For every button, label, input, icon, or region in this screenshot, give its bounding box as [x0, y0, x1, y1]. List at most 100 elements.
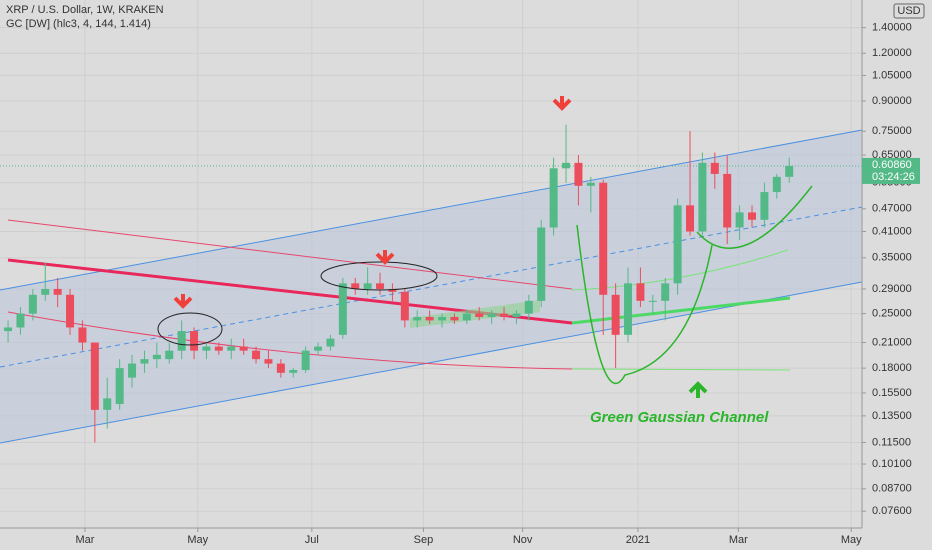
- green-curve: [576, 224, 713, 385]
- x-tick-label: Jul: [305, 534, 319, 546]
- candle-body: [78, 327, 87, 343]
- candle-body: [599, 182, 608, 295]
- highlight-ellipse: [320, 261, 438, 291]
- price-axis: [862, 0, 932, 550]
- candle-body: [301, 350, 310, 370]
- candle-body: [735, 212, 744, 228]
- candle-body: [351, 283, 360, 289]
- y-tick-label: 0.41000: [872, 225, 912, 237]
- candle-body: [363, 283, 372, 289]
- candle-body: [314, 346, 323, 351]
- candle-body: [264, 359, 273, 364]
- y-tick-label: 0.18000: [872, 362, 912, 374]
- candle-body: [648, 300, 657, 302]
- candle-body: [562, 162, 571, 169]
- y-tick-label: 0.65000: [872, 149, 912, 161]
- y-tick-label: 0.11500: [872, 436, 911, 448]
- y-tick-label: 0.25000: [872, 308, 912, 320]
- candle-body: [686, 205, 695, 232]
- axis-layer: 1.40000 1.20000 1.05000 0.90000 0.75000 0.650…: [75, 22, 920, 546]
- candle-body: [16, 313, 25, 328]
- candle-body: [586, 182, 595, 186]
- y-tick-label: 1.40000: [872, 22, 912, 34]
- candle-body: [537, 227, 546, 301]
- green-lower: [571, 368, 791, 371]
- y-tick-label: 0.13500: [872, 410, 912, 422]
- last-price-box: [862, 157, 920, 184]
- channel-fill: [0, 130, 862, 443]
- x-tick-label: May: [841, 534, 862, 546]
- y-tick-label: 0.21000: [872, 336, 912, 348]
- candle-body: [289, 369, 298, 373]
- y-tick-label: 0.47000: [872, 203, 912, 215]
- y-tick-label: 0.29000: [872, 283, 912, 295]
- y-tick-label: 0.15500: [872, 387, 912, 399]
- countdown: 03:24:26: [872, 171, 915, 183]
- candle-body: [338, 283, 347, 335]
- candle-body: [425, 316, 434, 321]
- red-upper: [7, 219, 573, 290]
- down-arrow: [552, 96, 572, 111]
- candle-body: [202, 346, 211, 351]
- candle-body: [90, 342, 99, 410]
- candle-body: [475, 313, 484, 317]
- x-tick-label: Mar: [75, 534, 94, 546]
- highlight-ellipse: [157, 312, 223, 346]
- candle-body: [574, 162, 583, 186]
- candle-body: [4, 327, 13, 332]
- y-tick-label: 1.05000: [872, 69, 912, 81]
- candle-body: [524, 300, 533, 314]
- candle-body: [41, 288, 50, 295]
- x-tick-label: Mar: [729, 534, 748, 546]
- candle-body: [785, 165, 794, 177]
- red-lower: [7, 311, 573, 370]
- x-tick-label: May: [187, 534, 208, 546]
- candle-body: [128, 363, 137, 378]
- candle-body: [624, 283, 633, 335]
- currency-box[interactable]: [893, 3, 925, 19]
- x-tick-label: 2021: [626, 534, 650, 546]
- candle-body: [772, 176, 781, 193]
- candle-body: [512, 313, 521, 317]
- candle-body: [388, 288, 397, 292]
- annotation: Green Gaussian Channel: [590, 409, 769, 426]
- down-arrow: [375, 250, 395, 265]
- candle-body: [413, 316, 422, 321]
- candle-body: [611, 294, 620, 335]
- candle-body: [661, 283, 670, 301]
- candle-body: [190, 331, 199, 351]
- candle-body: [500, 313, 509, 317]
- channel-upper: [0, 129, 863, 291]
- candle-body: [462, 313, 471, 321]
- candle-body: [723, 173, 732, 228]
- candle-body: [549, 168, 558, 228]
- candle-body: [214, 346, 223, 351]
- candle-body: [698, 162, 707, 232]
- candle-body: [66, 294, 75, 328]
- candle-body: [710, 162, 719, 174]
- y-tick-label: 0.35000: [872, 252, 912, 264]
- candle-body: [165, 350, 174, 360]
- candle-body: [103, 398, 112, 410]
- last-price-label: 0.60860: [872, 159, 912, 171]
- candle-body: [140, 359, 149, 364]
- channel-mid: [0, 206, 863, 368]
- green-thick: [571, 296, 791, 325]
- candle-body: [177, 331, 186, 351]
- y-tick-label: 0.10100: [872, 458, 912, 470]
- currency[interactable]: USD: [897, 5, 920, 17]
- up-arrow: [688, 381, 708, 398]
- candle-body: [636, 283, 645, 301]
- channel-lower: [0, 281, 863, 444]
- y-tick-label: 0.75000: [872, 125, 912, 137]
- candle-body: [400, 291, 409, 321]
- candle-body: [487, 313, 496, 317]
- y-tick-label: 0.08700: [872, 483, 912, 495]
- candle-body: [376, 283, 385, 289]
- y-tick-label: 0.07600: [872, 505, 912, 517]
- candle-body: [760, 192, 769, 220]
- candle-body: [673, 205, 682, 284]
- candle-body: [115, 368, 124, 405]
- y-tick-label: 1.20000: [872, 47, 912, 59]
